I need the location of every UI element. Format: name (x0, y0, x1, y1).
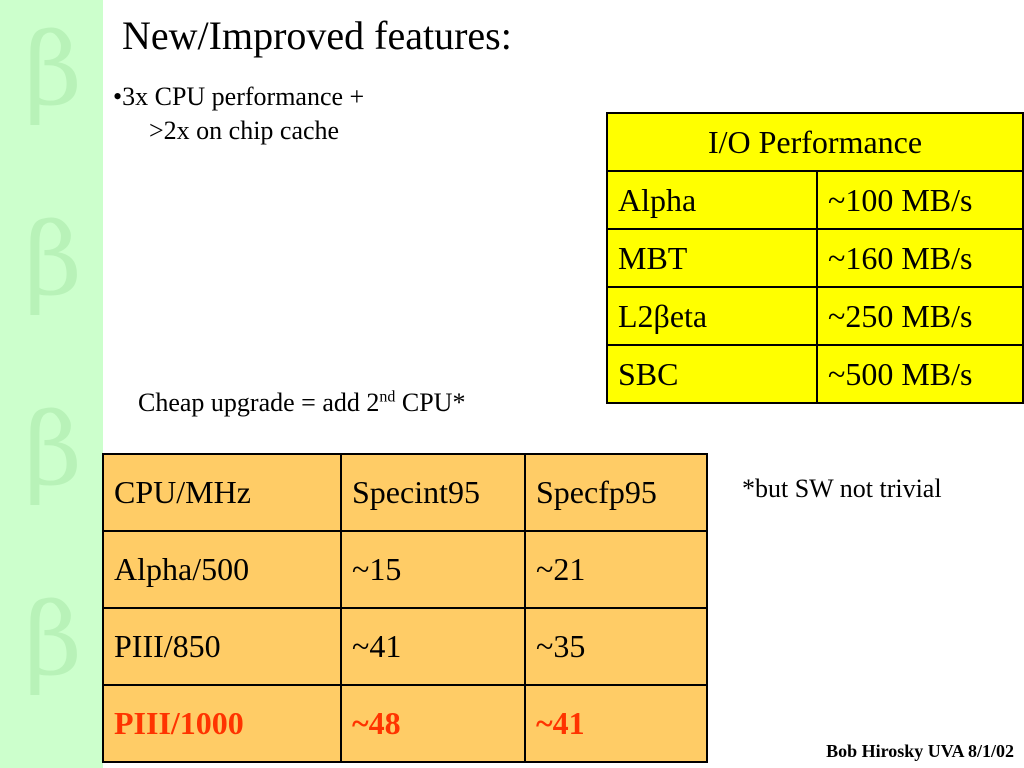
upgrade-note-text: Cheap upgrade = add 2 (138, 388, 380, 417)
table-row: Alpha ~100 MB/s (606, 170, 1024, 230)
software-footnote: *but SW not trivial (742, 474, 942, 503)
beta-watermark-icon: β (24, 581, 82, 698)
io-rate-cell: ~100 MB/s (816, 170, 1024, 230)
specint-cell: ~41 (340, 607, 526, 686)
table-row: MBT ~160 MB/s (606, 228, 1024, 288)
io-rate-cell: ~250 MB/s (816, 286, 1024, 346)
io-table-header: I/O Performance (606, 112, 1024, 172)
specint-cell: ~15 (340, 530, 526, 609)
table-header-row: CPU/MHz Specint95 Specfp95 (102, 453, 708, 532)
table-row: SBC ~500 MB/s (606, 344, 1024, 404)
io-performance-table: I/O Performance Alpha ~100 MB/s MBT ~160… (606, 112, 1024, 404)
bullet-line-2: >2x on chip cache (149, 116, 340, 145)
slide-title: New/Improved features: (122, 13, 512, 58)
table-row: PIII/850 ~41 ~35 (102, 607, 708, 686)
specfp-cell: ~35 (524, 607, 708, 686)
io-name-cell: Alpha (606, 170, 818, 230)
specfp-cell: ~41 (524, 684, 708, 763)
cpu-cell: PIII/850 (102, 607, 342, 686)
specfp-cell: ~21 (524, 530, 708, 609)
slide-footer: Bob Hirosky UVA 8/1/02 (826, 741, 1014, 761)
bullet-point: •3x CPU performance + >2x on chip cache (113, 80, 364, 148)
column-header: Specint95 (340, 453, 526, 532)
io-name-cell: SBC (606, 344, 818, 404)
beta-watermark-icon: β (24, 11, 82, 128)
beta-watermark-icon: β (24, 201, 82, 318)
specint-cell: ~48 (340, 684, 526, 763)
cpu-cell: PIII/1000 (102, 684, 342, 763)
io-name-cell: L2βeta (606, 286, 818, 346)
bullet-line-1: •3x CPU performance + (113, 82, 365, 111)
decorative-sidebar: β β β β (0, 0, 103, 768)
upgrade-note-superscript: nd (379, 388, 396, 406)
io-name-cell: MBT (606, 228, 818, 288)
column-header: CPU/MHz (102, 453, 342, 532)
beta-watermark-icon: β (24, 391, 82, 508)
upgrade-note: Cheap upgrade = add 2nd CPU* (138, 386, 465, 420)
column-header: Specfp95 (524, 453, 708, 532)
table-row: Alpha/500 ~15 ~21 (102, 530, 708, 609)
table-row: L2βeta ~250 MB/s (606, 286, 1024, 346)
io-rate-cell: ~160 MB/s (816, 228, 1024, 288)
cpu-cell: Alpha/500 (102, 530, 342, 609)
highlighted-table-row: PIII/1000 ~48 ~41 (102, 684, 708, 763)
cpu-benchmark-table: CPU/MHz Specint95 Specfp95 Alpha/500 ~15… (102, 453, 708, 763)
upgrade-note-suffix: CPU* (395, 388, 466, 417)
io-rate-cell: ~500 MB/s (816, 344, 1024, 404)
